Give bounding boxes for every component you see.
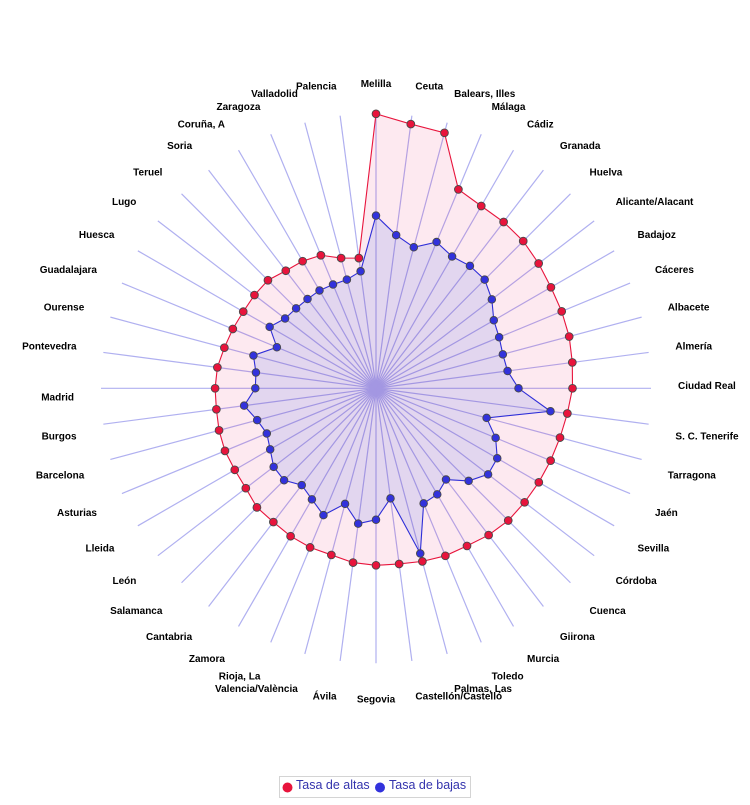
svg-text:Córdoba: Córdoba bbox=[616, 576, 658, 587]
svg-text:Castellón/Castelló: Castellón/Castelló bbox=[415, 692, 502, 703]
svg-text:Zaragoza: Zaragoza bbox=[217, 102, 261, 113]
svg-text:Málaga: Málaga bbox=[492, 102, 526, 113]
svg-text:Zamora: Zamora bbox=[189, 654, 226, 665]
svg-text:Barcelona: Barcelona bbox=[36, 470, 85, 481]
svg-text:Valladolid: Valladolid bbox=[251, 89, 298, 100]
svg-text:Ceuta: Ceuta bbox=[415, 81, 443, 92]
svg-text:Tasa de bajas: Tasa de bajas bbox=[389, 778, 466, 792]
svg-text:Cuenca: Cuenca bbox=[590, 606, 627, 617]
svg-text:Jaén: Jaén bbox=[655, 508, 678, 519]
svg-text:Huesca: Huesca bbox=[79, 230, 115, 241]
svg-text:Ávila: Ávila bbox=[313, 690, 337, 703]
svg-text:Lleida: Lleida bbox=[86, 543, 115, 554]
svg-text:Teruel: Teruel bbox=[133, 167, 162, 178]
svg-text:Asturias: Asturias bbox=[57, 508, 97, 519]
svg-text:Ourense: Ourense bbox=[44, 303, 85, 314]
svg-text:Huelva: Huelva bbox=[590, 167, 623, 178]
svg-text:Almería: Almería bbox=[675, 341, 712, 352]
svg-text:Sevilla: Sevilla bbox=[638, 543, 670, 554]
svg-text:León: León bbox=[113, 576, 137, 587]
svg-text:Palencia: Palencia bbox=[296, 81, 337, 92]
svg-text:Cáceres: Cáceres bbox=[655, 265, 694, 276]
svg-text:Valencia/València: Valencia/València bbox=[215, 684, 298, 695]
svg-text:Ciudad Real: Ciudad Real bbox=[678, 381, 736, 392]
svg-text:Pontevedra: Pontevedra bbox=[22, 341, 77, 352]
svg-text:Salamanca: Salamanca bbox=[110, 606, 163, 617]
svg-text:Burgos: Burgos bbox=[42, 432, 77, 443]
svg-text:Cantabria: Cantabria bbox=[146, 632, 193, 643]
svg-text:Palmas, Las: Palmas, Las bbox=[454, 684, 512, 695]
svg-text:Murcia: Murcia bbox=[527, 654, 560, 665]
svg-text:Lugo: Lugo bbox=[112, 197, 136, 208]
svg-text:Cádiz: Cádiz bbox=[527, 119, 554, 130]
svg-text:Tasa de altas: Tasa de altas bbox=[296, 778, 370, 792]
svg-text:Rioja, La: Rioja, La bbox=[219, 671, 261, 682]
svg-text:Balears, Illes: Balears, Illes bbox=[454, 89, 516, 100]
svg-text:Badajoz: Badajoz bbox=[638, 230, 676, 241]
svg-text:Melilla: Melilla bbox=[361, 79, 392, 90]
svg-text:Granada: Granada bbox=[560, 141, 601, 152]
svg-text:S. C. Tenerife: S. C. Tenerife bbox=[675, 432, 739, 443]
svg-text:Soria: Soria bbox=[167, 141, 192, 152]
svg-text:Albacete: Albacete bbox=[668, 303, 710, 314]
svg-text:Giirona: Giirona bbox=[560, 632, 595, 643]
svg-text:Tarragona: Tarragona bbox=[668, 470, 717, 481]
svg-text:Alicante/Alacant: Alicante/Alacant bbox=[616, 197, 694, 208]
svg-text:Coruña, A: Coruña, A bbox=[178, 119, 225, 130]
svg-text:Guadalajara: Guadalajara bbox=[40, 265, 98, 276]
svg-text:Madrid: Madrid bbox=[41, 392, 74, 403]
svg-text:Segovia: Segovia bbox=[357, 694, 396, 705]
svg-text:Toledo: Toledo bbox=[492, 671, 524, 682]
